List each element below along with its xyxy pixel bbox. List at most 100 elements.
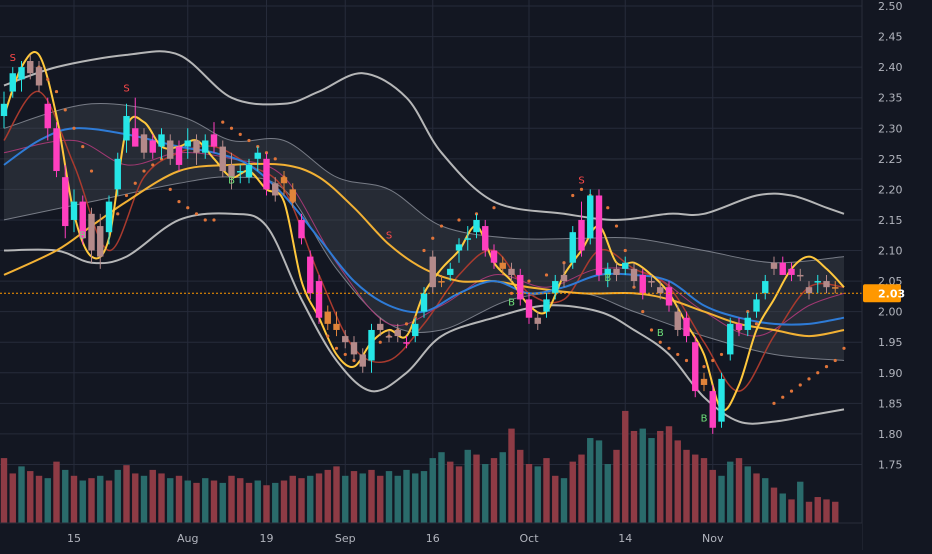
candle[interactable] <box>578 201 585 257</box>
candle[interactable] <box>342 329 349 349</box>
candle[interactable] <box>149 134 156 159</box>
candle[interactable] <box>298 213 305 245</box>
candle[interactable] <box>18 61 25 92</box>
candle[interactable] <box>53 122 60 178</box>
time-axis-panel[interactable] <box>0 523 862 550</box>
candle[interactable] <box>805 281 813 300</box>
candle[interactable] <box>534 311 541 330</box>
candle[interactable] <box>718 372 725 428</box>
price-axis-panel[interactable] <box>862 0 932 550</box>
candle[interactable] <box>237 164 244 184</box>
candle[interactable] <box>35 61 43 92</box>
candle[interactable] <box>482 219 489 257</box>
candle[interactable] <box>70 189 78 233</box>
candle[interactable] <box>525 293 533 324</box>
candle[interactable] <box>762 274 769 300</box>
candle[interactable] <box>280 171 288 196</box>
candle[interactable] <box>517 268 524 306</box>
candle[interactable] <box>368 323 375 373</box>
price-candles[interactable] <box>0 54 839 434</box>
candle[interactable] <box>105 195 113 245</box>
candle[interactable] <box>473 213 480 239</box>
candle[interactable] <box>289 183 296 208</box>
candle[interactable] <box>595 189 603 282</box>
candle[interactable] <box>569 226 576 269</box>
candle[interactable] <box>490 244 498 269</box>
candle[interactable] <box>193 134 200 165</box>
candle[interactable] <box>587 189 594 245</box>
candle[interactable] <box>412 317 419 343</box>
candle[interactable] <box>674 305 681 337</box>
candle[interactable] <box>630 262 638 288</box>
candle[interactable] <box>543 293 550 318</box>
candle[interactable] <box>622 256 629 275</box>
candle[interactable] <box>254 146 261 172</box>
candle[interactable] <box>44 97 51 141</box>
candle[interactable] <box>114 152 121 196</box>
candle[interactable] <box>263 152 270 196</box>
candle[interactable] <box>700 372 708 392</box>
candle[interactable] <box>333 311 340 337</box>
candle[interactable] <box>552 274 559 300</box>
candle[interactable] <box>62 164 69 239</box>
candle[interactable] <box>123 103 130 153</box>
candle[interactable] <box>0 91 8 129</box>
candle[interactable] <box>315 274 323 324</box>
candle[interactable] <box>560 262 568 288</box>
candle[interactable] <box>420 287 428 318</box>
candle[interactable] <box>639 268 646 300</box>
candle[interactable] <box>727 317 734 361</box>
candle[interactable] <box>228 152 235 190</box>
candle[interactable] <box>272 177 279 202</box>
candle[interactable] <box>132 97 139 147</box>
candle[interactable] <box>27 54 34 80</box>
candle[interactable] <box>508 262 515 282</box>
candle[interactable] <box>464 226 471 251</box>
candle[interactable] <box>692 336 699 398</box>
time-axis[interactable]: 15 Aug 19 Sep 16 Oct 14 Nov <box>67 532 724 545</box>
candle[interactable] <box>175 140 183 172</box>
candle[interactable] <box>307 250 314 300</box>
candle[interactable] <box>648 274 655 288</box>
candle[interactable] <box>499 256 506 275</box>
candle[interactable] <box>429 250 436 294</box>
candle[interactable] <box>753 293 760 318</box>
candle[interactable] <box>9 67 16 98</box>
candle[interactable] <box>438 274 445 288</box>
candle[interactable] <box>447 262 454 282</box>
candle[interactable] <box>184 128 191 159</box>
candle[interactable] <box>79 195 86 245</box>
candle[interactable] <box>709 384 716 434</box>
candle[interactable] <box>167 134 174 165</box>
candle[interactable] <box>210 122 218 153</box>
candle[interactable] <box>788 262 795 282</box>
candle[interactable] <box>744 311 751 337</box>
candle[interactable] <box>657 281 664 300</box>
candle[interactable] <box>683 311 690 343</box>
candle[interactable] <box>219 140 226 178</box>
candle[interactable] <box>385 329 393 343</box>
candle[interactable] <box>665 281 673 312</box>
candle[interactable] <box>97 213 104 269</box>
candle[interactable] <box>88 207 95 263</box>
candle[interactable] <box>140 128 148 159</box>
candle[interactable] <box>823 274 830 294</box>
candle[interactable] <box>350 336 358 361</box>
candle[interactable] <box>735 317 743 337</box>
candle[interactable] <box>770 256 778 275</box>
candle[interactable] <box>604 262 611 288</box>
candle[interactable] <box>613 262 620 282</box>
candle[interactable] <box>324 305 331 330</box>
candle[interactable] <box>377 317 384 337</box>
candle[interactable] <box>779 256 786 275</box>
candle[interactable] <box>814 274 821 294</box>
price-axis[interactable]: 2.502.452.402.352.302.252.202.152.102.05… <box>878 0 903 471</box>
candle[interactable] <box>797 268 804 282</box>
candle[interactable] <box>832 281 839 294</box>
candle[interactable] <box>202 134 209 159</box>
candle[interactable] <box>455 238 463 263</box>
candle[interactable] <box>359 348 366 373</box>
candle[interactable] <box>158 128 165 159</box>
